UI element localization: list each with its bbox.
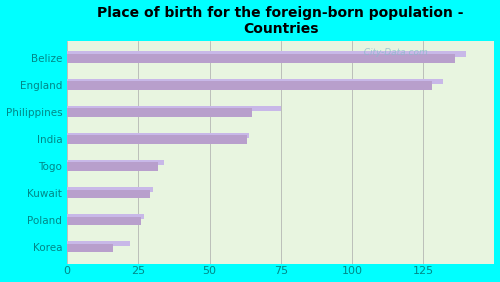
Bar — [67, 105, 280, 111]
Bar — [67, 78, 443, 84]
Bar — [67, 217, 141, 225]
Bar — [67, 162, 158, 171]
Bar — [67, 160, 164, 165]
Bar — [67, 108, 252, 117]
Title: Place of birth for the foreign-born population -
Countries: Place of birth for the foreign-born popu… — [98, 6, 464, 36]
Bar — [67, 133, 250, 138]
Bar — [67, 52, 466, 57]
Bar — [67, 81, 432, 90]
Bar — [67, 187, 152, 192]
Text: City-Data.com: City-Data.com — [358, 48, 428, 57]
Bar — [67, 241, 130, 246]
Bar — [67, 214, 144, 219]
Bar — [67, 54, 454, 63]
Bar — [67, 244, 112, 252]
Bar — [67, 135, 246, 144]
Bar — [67, 190, 150, 198]
